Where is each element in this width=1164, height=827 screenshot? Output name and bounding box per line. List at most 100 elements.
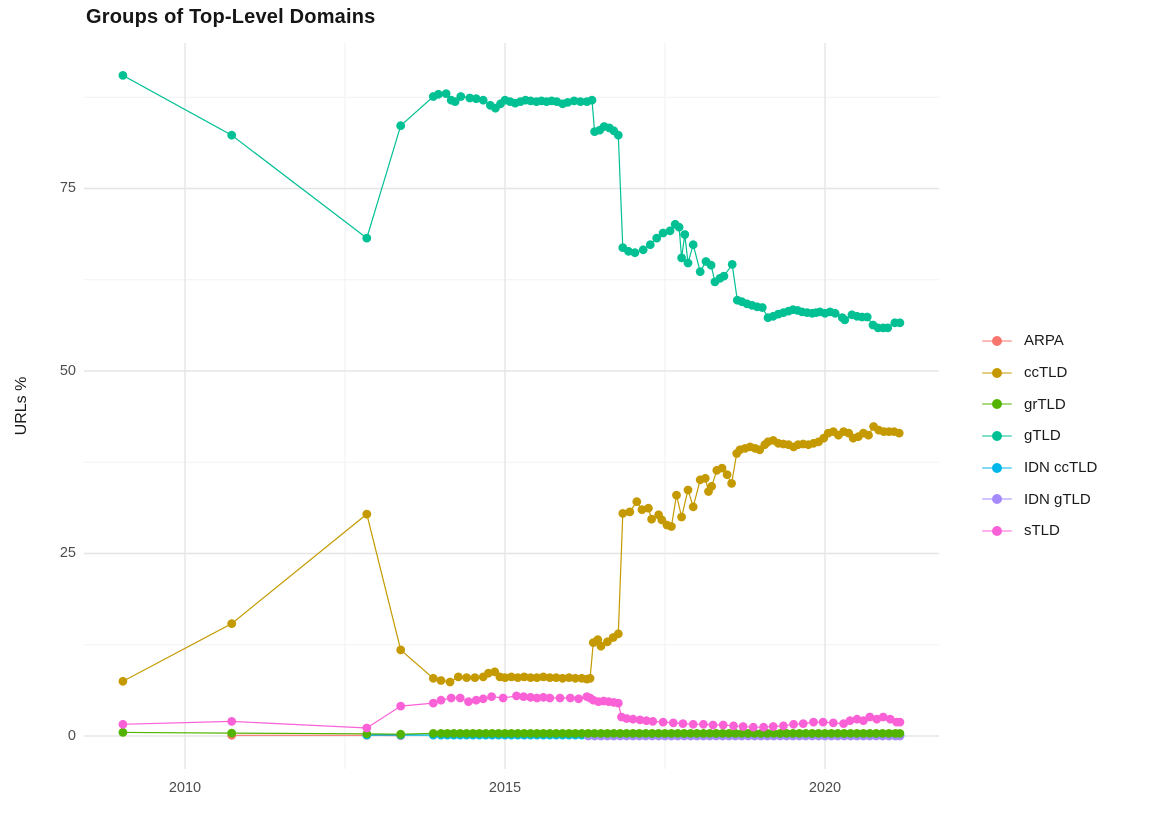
data-point-grtld [118, 728, 128, 737]
data-point-grtld [731, 729, 740, 738]
data-point-stld [478, 694, 488, 704]
data-point-grtld [227, 728, 237, 738]
data-point-gtld [638, 245, 648, 255]
data-point-stld [718, 720, 728, 730]
data-point-grtld [428, 729, 438, 738]
data-point-grtld [545, 729, 555, 738]
data-point-gtld [665, 226, 675, 236]
legend-key-stld-icon [982, 525, 1012, 536]
data-point-grtld [635, 729, 644, 738]
data-point-grtld [673, 729, 683, 738]
data-point-cctld [462, 673, 471, 682]
data-point-grtld [878, 729, 887, 738]
series-line-cctld [122, 425, 900, 683]
data-point-cctld [396, 645, 406, 655]
legend-label: ARPA [1024, 332, 1064, 350]
data-point-stld [436, 695, 446, 705]
data-point-grtld [558, 729, 567, 738]
data-point-grtld [622, 729, 631, 738]
data-point-cctld [445, 677, 455, 687]
data-point-cctld [677, 512, 686, 522]
data-point-grtld [724, 729, 734, 738]
data-point-cctld [632, 497, 642, 507]
data-point-grtld [487, 729, 497, 738]
data-point-grtld [667, 729, 676, 738]
x-tick-label-2020: 2020 [808, 780, 842, 796]
data-point-stld [729, 721, 738, 731]
data-point-stld [738, 722, 748, 731]
data-point-grtld [443, 729, 452, 738]
data-point-grtld [603, 729, 612, 738]
data-point-cctld [727, 479, 736, 488]
data-point-stld [895, 717, 905, 727]
legend-label: IDN ccTLD [1024, 459, 1098, 477]
data-point-grtld [507, 729, 516, 738]
y-tick-label-50: 50 [59, 363, 76, 379]
data-point-stld [471, 695, 481, 705]
data-point-gtld [658, 228, 668, 238]
data-point-stld [362, 723, 372, 733]
data-point-stld [498, 693, 508, 703]
data-point-cctld [551, 673, 561, 682]
data-point-gtld [227, 130, 237, 140]
data-point-stld [628, 714, 638, 724]
data-point-gtld [576, 97, 585, 106]
legend-item-idn-cctld: IDN ccTLD [982, 452, 1097, 484]
legend-key-idn-cctld-icon [982, 462, 1012, 473]
data-point-gtld [719, 271, 729, 281]
data-point-cctld [428, 673, 438, 683]
data-point-gtld [840, 315, 850, 325]
legend-label: ccTLD [1024, 364, 1068, 382]
data-point-cctld [864, 430, 873, 440]
data-point-stld [428, 698, 438, 708]
data-point-grtld [436, 729, 446, 738]
data-point-stld [768, 722, 778, 731]
data-point-stld [688, 719, 698, 729]
series-line-gtld [122, 74, 900, 329]
data-point-stld [565, 693, 575, 703]
data-point-stld [464, 697, 473, 707]
data-point-gtld [757, 303, 767, 312]
data-point-grtld [795, 729, 804, 738]
data-point-grtld [686, 729, 695, 738]
data-point-grtld [884, 729, 894, 738]
data-point-stld [648, 717, 658, 726]
legend-item-idn-gtld: IDN gTLD [982, 483, 1097, 515]
data-point-gtld [683, 258, 693, 268]
data-point-cctld [722, 470, 732, 480]
data-point-cctld [519, 672, 529, 682]
data-point-grtld [468, 729, 478, 738]
data-point-grtld [705, 729, 715, 738]
legend-label: gTLD [1024, 427, 1061, 445]
data-point-gtld [362, 233, 372, 243]
data-point-cctld [618, 509, 628, 518]
data-point-stld [789, 719, 798, 729]
data-point-cctld [585, 673, 595, 683]
data-point-stld [487, 692, 496, 701]
data-point-cctld [532, 673, 542, 682]
data-point-cctld [672, 490, 681, 500]
data-point-gtld [695, 267, 705, 277]
data-point-grtld [692, 729, 702, 738]
data-point-grtld [539, 729, 548, 738]
data-point-cctld [539, 672, 548, 682]
data-point-grtld [564, 729, 574, 738]
data-point-grtld [660, 729, 670, 738]
data-point-grtld [583, 729, 593, 738]
data-point-grtld [865, 729, 875, 738]
data-point-gtld [706, 260, 716, 270]
data-point-cctld [688, 502, 698, 512]
data-point-cctld [558, 673, 567, 683]
data-point-grtld [526, 729, 535, 738]
data-point-gtld [645, 240, 655, 250]
data-point-grtld [449, 729, 459, 738]
data-point-grtld [494, 729, 503, 738]
data-point-cctld [453, 672, 463, 682]
data-point-cctld [118, 676, 128, 686]
data-point-grtld [846, 729, 855, 738]
data-point-grtld [513, 729, 523, 738]
data-point-gtld [680, 230, 690, 239]
legend-key-grtld-icon [982, 399, 1012, 410]
data-point-gtld [456, 92, 466, 101]
data-point-grtld [596, 729, 606, 738]
